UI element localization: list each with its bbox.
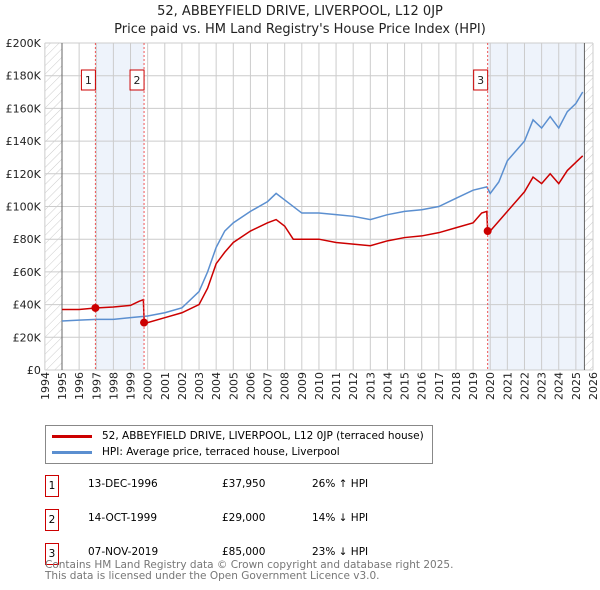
- y-tick-label: £20K: [13, 331, 42, 344]
- x-tick-label: 2019: [467, 372, 480, 400]
- sale-point: [140, 318, 149, 327]
- x-tick-label: 2013: [364, 372, 377, 400]
- x-tick-label: 2014: [381, 372, 394, 400]
- x-tick-label: 2012: [347, 372, 360, 400]
- x-tick-label: 2004: [210, 372, 223, 400]
- x-tick-label: 2009: [296, 372, 309, 400]
- x-tick-label: 1998: [107, 372, 120, 400]
- y-tick-label: £180K: [6, 70, 42, 83]
- footer: Contains HM Land Registry data © Crown c…: [45, 560, 453, 582]
- legend-swatch-property: [52, 434, 92, 438]
- sale-marker-label: 1: [85, 74, 92, 87]
- x-tick-label: 2015: [399, 372, 412, 400]
- sale-marker-label: 3: [477, 74, 484, 87]
- sale-price: £29,000: [222, 512, 266, 524]
- y-tick-label: £100K: [6, 201, 42, 214]
- sale-date: 13-DEC-1996: [88, 478, 158, 490]
- x-tick-label: 1994: [39, 372, 52, 400]
- x-tick-label: 2021: [501, 372, 514, 400]
- x-tick-label: 2024: [553, 372, 566, 400]
- x-tick-label: 2001: [159, 372, 172, 400]
- x-tick-label: 1995: [56, 372, 69, 400]
- sale-number: 2: [45, 509, 59, 531]
- x-tick-label: 1999: [125, 372, 138, 400]
- sale-marker-box: [80, 69, 96, 91]
- x-tick-label: 2002: [176, 372, 189, 400]
- y-tick-label: £120K: [6, 168, 42, 181]
- x-tick-label: 2022: [518, 372, 531, 400]
- x-tick-label: 2011: [330, 372, 343, 400]
- x-tick-label: 2018: [450, 372, 463, 400]
- y-tick-label: £80K: [13, 233, 42, 246]
- x-tick-label: 2010: [313, 372, 326, 400]
- sale-marker-box: [129, 69, 145, 91]
- x-tick-label: 2006: [244, 372, 257, 400]
- sale-hpi-diff: 14% ↓ HPI: [312, 512, 369, 524]
- legend-swatch-hpi: [52, 450, 92, 454]
- plot-area: 1994 1995 1996 1997 1998 1999 2000 2001 2002 2003…: [6, 37, 600, 400]
- sale-marker-box: [473, 69, 489, 91]
- sale-point: [483, 227, 492, 236]
- y-tick-label: £40K: [13, 299, 42, 312]
- footer-line: Contains HM Land Registry data © Crown c…: [45, 559, 454, 571]
- sale-number: 1: [45, 475, 59, 497]
- x-tick-label: 1997: [90, 372, 103, 400]
- x-tick-label: 2000: [142, 372, 155, 400]
- x-tick-label: 2005: [227, 372, 240, 400]
- x-tick-label: 2008: [279, 372, 292, 400]
- x-tick-label: 2017: [433, 372, 446, 400]
- x-tick-label: 2016: [416, 372, 429, 400]
- y-tick-label: £160K: [6, 102, 42, 115]
- x-tick-label: 2003: [193, 372, 206, 400]
- sale-date: 14-OCT-1999: [88, 512, 157, 524]
- sale-number: 3: [45, 543, 59, 565]
- chart-title: 52, ABBEYFIELD DRIVE, LIVERPOOL, L12 0JP: [157, 4, 443, 19]
- chart-subtitle: Price paid vs. HM Land Registry's House …: [114, 22, 486, 37]
- x-tick-label: 2026: [587, 372, 600, 400]
- legend-label-hpi: HPI: Average price, terraced house, Live…: [102, 446, 340, 458]
- x-tick-label: 2020: [484, 372, 497, 400]
- y-tick-label: £140K: [6, 135, 42, 148]
- x-tick-label: 1996: [73, 372, 86, 400]
- y-tick-label: £60K: [13, 266, 42, 279]
- x-tick-label: 2023: [536, 372, 549, 400]
- series-line: [61, 91, 584, 322]
- sale-price: £85,000: [222, 546, 266, 558]
- legend: 52, ABBEYFIELD DRIVE, LIVERPOOL, L12 0JP…: [45, 425, 433, 464]
- sale-marker-label: 2: [134, 74, 141, 87]
- sale-date: 07-NOV-2019: [88, 546, 159, 558]
- legend-label-property: 52, ABBEYFIELD DRIVE, LIVERPOOL, L12 0JP…: [102, 430, 424, 442]
- sale-hpi-diff: 26% ↑ HPI: [312, 478, 369, 490]
- y-tick-label: £200K: [6, 37, 42, 50]
- sale-price: £37,950: [222, 478, 266, 490]
- sale-point: [91, 303, 100, 312]
- sale-hpi-diff: 23% ↓ HPI: [312, 546, 369, 558]
- x-tick-label: 2007: [262, 372, 275, 400]
- x-tick-label: 2025: [570, 372, 583, 400]
- footer-line: This data is licensed under the Open Gov…: [45, 570, 380, 582]
- y-tick-label: £0: [27, 364, 41, 377]
